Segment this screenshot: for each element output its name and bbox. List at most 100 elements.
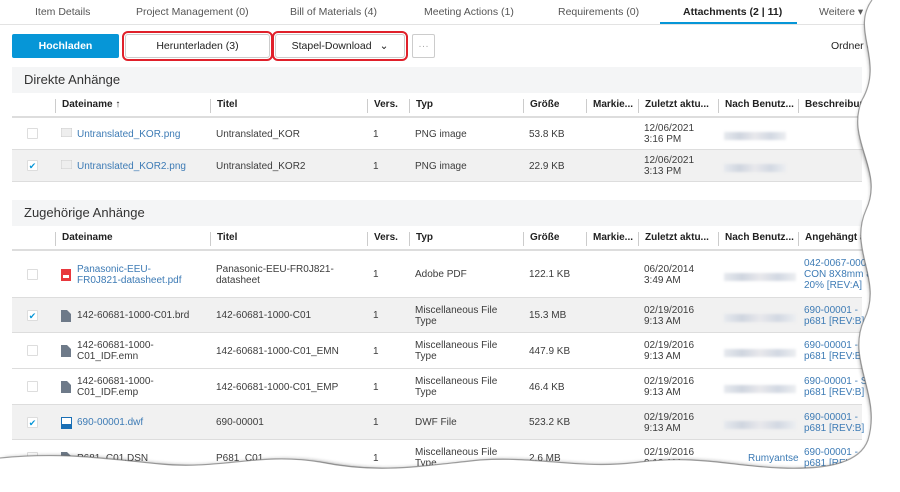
tab-4[interactable]: Requirements (0) bbox=[558, 6, 640, 18]
updated-by-blurred bbox=[724, 132, 786, 140]
batch-download-label: Stapel-Download bbox=[291, 40, 372, 52]
file-type: Miscellaneous File Type bbox=[415, 376, 498, 398]
file-type: Miscellaneous File Type bbox=[415, 304, 498, 327]
file-size: 46.4 KB bbox=[529, 381, 565, 393]
tab-0[interactable]: Item Details bbox=[35, 6, 91, 18]
updated-by-blurred bbox=[724, 272, 796, 281]
download-button[interactable]: Herunterladen (3) bbox=[122, 31, 273, 61]
version: 1 bbox=[373, 345, 379, 357]
file-type: Miscellaneous File Type bbox=[415, 447, 498, 469]
column-header[interactable]: Vers. bbox=[367, 99, 409, 113]
row-checkbox[interactable] bbox=[27, 381, 38, 392]
version: 1 bbox=[373, 417, 379, 428]
column-header[interactable]: Beschreibung bbox=[798, 99, 872, 113]
attached-to-link[interactable]: 690-00001 - p681 [REV:B] bbox=[804, 411, 865, 434]
file-name-link[interactable]: Untranslated_KOR2.png bbox=[77, 160, 186, 172]
upload-button[interactable]: Hochladen bbox=[12, 34, 119, 58]
version: 1 bbox=[373, 452, 379, 464]
last-updated: 02/19/2016 9:13 AM bbox=[644, 411, 695, 434]
file-name-link[interactable]: 142-60681-1000- C01_IDF.emn bbox=[77, 340, 154, 362]
row-checkbox[interactable]: ✔ bbox=[27, 309, 38, 321]
file-name-link[interactable]: P681_C01.DSN bbox=[77, 452, 149, 464]
file-name-link[interactable]: 142-60681-1000- C01_IDF.emp bbox=[77, 376, 154, 398]
column-header[interactable]: Typ bbox=[409, 99, 523, 113]
file-size: 523.2 KB bbox=[529, 417, 571, 428]
column-header[interactable]: Vers. bbox=[367, 232, 409, 246]
tab-1[interactable]: Project Management (0) bbox=[136, 6, 249, 18]
column-header[interactable]: Typ bbox=[409, 232, 523, 246]
version: 1 bbox=[373, 269, 379, 280]
column-header[interactable]: Zuletzt aktu... bbox=[638, 99, 718, 113]
file-name-link[interactable]: Untranslated_KOR.png bbox=[77, 128, 181, 140]
column-header[interactable]: Dateiname bbox=[55, 232, 210, 246]
column-header[interactable]: Markie... bbox=[586, 232, 638, 246]
chevron-down-icon: ⌄ bbox=[379, 40, 389, 52]
version: 1 bbox=[373, 128, 379, 140]
file-name-link[interactable]: Panasonic-EEU- FR0J821-datasheet.pdf bbox=[77, 263, 182, 286]
last-updated: 12/06/2021 3:16 PM bbox=[644, 123, 695, 145]
column-header[interactable]: Angehängt an bbox=[798, 232, 872, 246]
column-header[interactable]: Titel bbox=[210, 232, 367, 246]
row-checkbox[interactable] bbox=[27, 128, 38, 139]
table-row[interactable]: ✔ Untranslated_KOR2.png Untranslated_KOR2 1… bbox=[12, 150, 862, 182]
file-type: PNG image bbox=[415, 128, 467, 140]
updated-by-user[interactable]: Rumyantse bbox=[748, 452, 799, 464]
column-header[interactable]: Zuletzt aktu... bbox=[638, 232, 718, 246]
more-options-button[interactable]: ··· bbox=[412, 34, 435, 58]
file-size: 22.9 KB bbox=[529, 160, 565, 172]
related-table-header: Dateiname Titel Vers. Typ Größe Markie... Zule… bbox=[12, 226, 872, 251]
file-name-link[interactable]: 142-60681-1000-C01.brd bbox=[77, 310, 190, 321]
file-icon bbox=[61, 345, 71, 357]
tab-6[interactable]: Weitere ▾ bbox=[819, 6, 864, 18]
row-checkbox[interactable]: ✔ bbox=[27, 416, 38, 428]
dwf-icon bbox=[61, 416, 72, 429]
file-size: 2.6 MB bbox=[529, 452, 561, 464]
last-updated: 02/19/2016 9:13 AM bbox=[644, 376, 695, 398]
row-checkbox[interactable] bbox=[27, 345, 38, 356]
file-size: 53.8 KB bbox=[529, 128, 565, 140]
batch-download-button[interactable]: Stapel-Download ⌄ bbox=[272, 31, 408, 61]
row-checkbox[interactable]: ✔ bbox=[27, 160, 38, 171]
file-title: Untranslated_KOR bbox=[216, 128, 300, 140]
attached-to-link[interactable]: 690-00001 - p681 [REV:B] bbox=[804, 304, 865, 327]
column-header[interactable]: Titel bbox=[210, 99, 367, 113]
column-header[interactable]: Nach Benutz... bbox=[718, 99, 798, 113]
file-title: 690-00001 bbox=[216, 417, 264, 428]
tab-5[interactable]: Attachments (2 | 11) bbox=[683, 6, 783, 18]
column-header[interactable]: Markie... bbox=[586, 99, 638, 113]
file-type: Adobe PDF bbox=[415, 269, 467, 280]
updated-by-blurred bbox=[724, 349, 796, 357]
file-icon bbox=[61, 381, 71, 393]
file-name-link[interactable]: 690-00001.dwf bbox=[77, 417, 144, 428]
file-title: 142-60681-1000-C01 bbox=[216, 310, 312, 321]
tab-2[interactable]: Bill of Materials (4) bbox=[290, 6, 377, 18]
file-title: 142-60681-1000-C01_EMP bbox=[216, 381, 339, 393]
updated-by-blurred bbox=[724, 420, 796, 429]
last-updated: 06/20/2014 3:49 AM bbox=[644, 263, 695, 286]
table-row[interactable]: ✔ 142-60681-1000-C01.brd 142-60681-1000-C0… bbox=[12, 298, 864, 333]
table-row[interactable]: 142-60681-1000- C01_IDF.emn 142-60681-100… bbox=[12, 333, 867, 369]
updated-by-blurred bbox=[724, 385, 796, 393]
pdf-icon bbox=[61, 268, 71, 281]
last-updated: 02/19/2016 9:13 AM bbox=[644, 340, 695, 362]
file-type: DWF File bbox=[415, 417, 457, 428]
table-row[interactable]: ✔ 690-00001.dwf 690-00001 1 DWF File 523.2 KB… bbox=[12, 405, 864, 440]
file-size: 15.3 MB bbox=[529, 310, 567, 321]
updated-by-blurred bbox=[724, 164, 786, 172]
section-direct-attachments: Direkte Anhänge bbox=[12, 67, 862, 93]
table-row[interactable]: Untranslated_KOR.png Untranslated_KOR 1 PNG… bbox=[12, 118, 862, 150]
last-updated: 12/06/2021 3:13 PM bbox=[644, 155, 695, 177]
last-updated: 02/19/2016 9:13 AM bbox=[644, 304, 695, 327]
row-checkbox[interactable] bbox=[27, 268, 38, 280]
column-header[interactable]: Dateiname ↑ bbox=[55, 99, 210, 113]
active-tab-indicator bbox=[660, 22, 797, 24]
column-header[interactable]: Größe bbox=[523, 99, 586, 113]
file-title: Untranslated_KOR2 bbox=[216, 160, 306, 172]
tab-3[interactable]: Meeting Actions (1) bbox=[424, 6, 514, 18]
column-header[interactable]: Nach Benutz... bbox=[718, 232, 798, 246]
direct-table-header: Dateiname ↑ Titel Vers. Typ Größe Markie... Zu… bbox=[12, 93, 872, 118]
column-header[interactable]: Größe bbox=[523, 232, 586, 246]
version: 1 bbox=[373, 160, 379, 172]
version: 1 bbox=[373, 381, 379, 393]
tab-bar: Item Details Project Management (0) Bill o… bbox=[0, 0, 900, 25]
